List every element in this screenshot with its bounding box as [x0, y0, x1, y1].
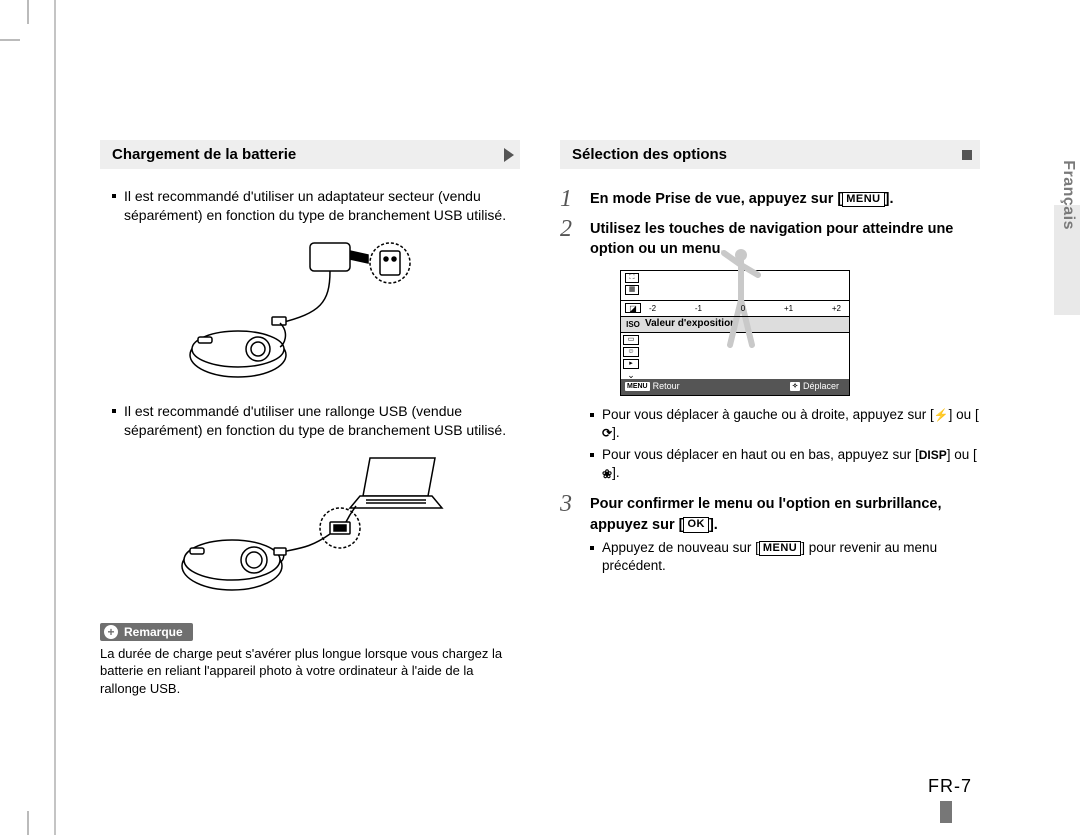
- lcd-icon-arrow: ▸: [623, 359, 639, 369]
- sub1-b: ].: [612, 425, 620, 440]
- step-number: 1: [560, 187, 590, 211]
- sub-bullet-back: Appuyez de nouveau sur [MENU] pour reven…: [590, 539, 980, 575]
- left-column: Chargement de la batterie Il est recomma…: [100, 140, 520, 800]
- bullet-usb-ext: Il est recommandé d'utiliser une rallong…: [112, 402, 520, 440]
- sub2-mid: ] ou [: [947, 447, 977, 462]
- step2-text: Utilisez les touches de navigation pour …: [590, 221, 953, 257]
- lcd-grid-icon: ▦: [625, 285, 639, 295]
- sub1-a: Pour vous déplacer à gauche ou à droite,…: [602, 407, 934, 422]
- step3-a: Pour confirmer le menu ou l'option en su…: [590, 496, 942, 532]
- sub-bullet-ud: Pour vous déplacer en haut ou en bas, ap…: [590, 446, 980, 482]
- page-content: Chargement de la batterie Il est recomma…: [100, 140, 980, 800]
- scale-tick: -2: [649, 303, 656, 314]
- lcd-icon-face: ☺: [623, 347, 639, 357]
- bullet-adapter: Il est recommandé d'utiliser un adaptate…: [112, 187, 520, 225]
- lcd-mode-icon: ⛶: [625, 273, 639, 283]
- step-2: 2 Utilisez les touches de navigation pou…: [560, 217, 980, 486]
- iso-icon: ISO: [621, 319, 645, 330]
- step1-text-a: En mode Prise de vue, appuyez sur [: [590, 191, 842, 207]
- bullet-dot-icon: [590, 453, 594, 457]
- timer-icon: ⟳: [602, 425, 612, 441]
- right-column: Sélection des options 1 En mode Prise de…: [560, 140, 980, 800]
- lcd-ev-scale: -2 -1 0 +1 +2 ◪: [621, 301, 849, 317]
- heading-charging-text: Chargement de la batterie: [112, 146, 296, 163]
- lcd-icon-wb: ▭: [623, 335, 639, 345]
- sub2-b: ].: [612, 465, 620, 480]
- illustration-wall-charger: [100, 233, 520, 388]
- lcd-top: ⛶ ▦: [621, 271, 849, 301]
- remark-text: La durée de charge peut s'avérer plus lo…: [100, 645, 520, 698]
- flash-icon: ⚡: [934, 407, 949, 423]
- heading-options: Sélection des options: [560, 140, 980, 169]
- illustration-laptop-usb: [100, 448, 520, 603]
- scale-tick: +1: [784, 303, 793, 314]
- page-number: FR-7: [928, 776, 972, 797]
- step3-b: ].: [709, 517, 718, 533]
- scale-tick: -1: [695, 303, 702, 314]
- bullet-adapter-text: Il est recommandé d'utiliser un adaptate…: [124, 187, 520, 225]
- lcd-nav-key: ✧: [790, 382, 800, 392]
- macro-icon: ❀: [602, 466, 612, 482]
- menu-key-label: MENU: [842, 192, 884, 207]
- step-1: 1 En mode Prise de vue, appuyez sur [MEN…: [560, 187, 980, 211]
- lcd-bottom-bar: MENU Retour ✧ Déplacer: [621, 379, 849, 395]
- bullet-usb-ext-text: Il est recommandé d'utiliser une rallong…: [124, 402, 520, 440]
- step1-text-b: ].: [885, 191, 894, 207]
- sub3-a: Appuyez de nouveau sur [: [602, 540, 759, 555]
- bullet-dot-icon: [112, 409, 116, 413]
- bullet-dot-icon: [590, 413, 594, 417]
- page-number-bar: [940, 801, 952, 823]
- lcd-screen-mock: ⛶ ▦: [620, 270, 850, 396]
- language-tab: Français: [1059, 160, 1077, 230]
- ok-key-label: OK: [683, 517, 709, 532]
- heading-charging: Chargement de la batterie: [100, 140, 520, 169]
- end-stop-icon: [962, 150, 972, 160]
- scale-tick: 0: [741, 303, 745, 314]
- remark-section: + Remarque La durée de charge peut s'avé…: [100, 617, 520, 698]
- sub-bullet-lr: Pour vous déplacer à gauche ou à droite,…: [590, 406, 980, 442]
- step-number: 3: [560, 492, 590, 579]
- step-3: 3 Pour confirmer le menu ou l'option en …: [560, 492, 980, 579]
- disp-key-label: DISP: [919, 447, 947, 463]
- bullet-dot-icon: [112, 194, 116, 198]
- ev-icon: ◪: [625, 303, 641, 313]
- scale-tick: +2: [832, 303, 841, 314]
- menu-key-label: MENU: [759, 541, 801, 556]
- step-number: 2: [560, 217, 590, 486]
- remark-label: Remarque: [124, 625, 183, 639]
- lcd-back-label: Retour: [653, 380, 680, 393]
- lcd-down-arrow-icon: ⌄: [623, 371, 639, 381]
- heading-options-text: Sélection des options: [572, 146, 727, 163]
- steps-list: 1 En mode Prise de vue, appuyez sur [MEN…: [560, 187, 980, 580]
- lcd-mid: ▭ ☺ ▸ ⌄: [621, 333, 849, 379]
- sub2-a: Pour vous déplacer en haut ou en bas, ap…: [602, 447, 919, 462]
- sub1-mid: ] ou [: [949, 407, 979, 422]
- plus-icon: +: [104, 625, 118, 639]
- bullet-dot-icon: [590, 546, 594, 550]
- lcd-move-label: Déplacer: [803, 380, 839, 393]
- remark-badge: + Remarque: [100, 623, 193, 641]
- continue-arrow-icon: [504, 148, 514, 162]
- lcd-menu-key: MENU: [625, 382, 650, 392]
